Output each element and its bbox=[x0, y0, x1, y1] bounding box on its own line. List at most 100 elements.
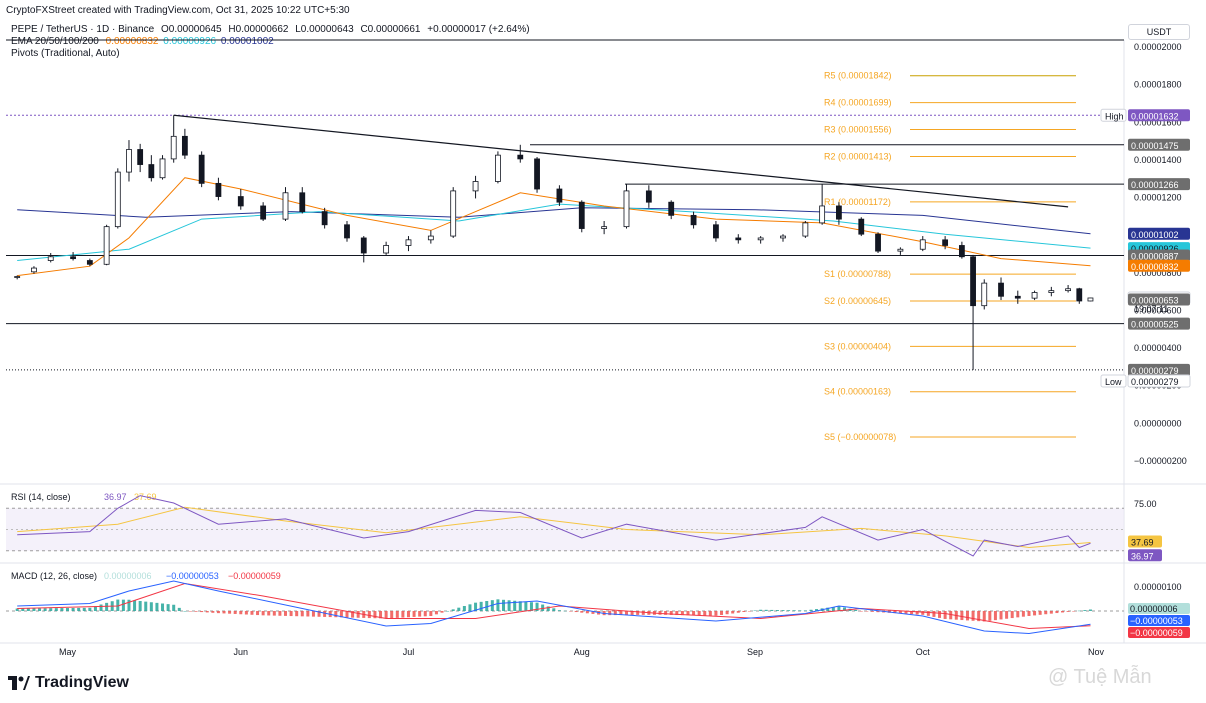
macd-histogram-bar bbox=[669, 611, 673, 615]
macd-histogram-bar bbox=[166, 604, 170, 611]
macd-histogram-bar bbox=[585, 611, 589, 614]
candle-body bbox=[47, 256, 54, 261]
macd-histogram-bar bbox=[261, 611, 265, 616]
macd-histogram-bar bbox=[636, 611, 640, 615]
candle-body bbox=[181, 135, 188, 156]
macd-histogram-bar bbox=[731, 611, 735, 614]
macd-histogram-bar bbox=[351, 611, 355, 618]
macd-histogram-bar bbox=[54, 608, 58, 611]
macd-histogram-bar bbox=[965, 611, 969, 621]
pivot-label: S5 (−0.00000078) bbox=[824, 432, 896, 442]
macd-histogram-bar bbox=[993, 611, 997, 621]
macd-histogram-bar bbox=[1033, 611, 1037, 616]
macd-label-text: 0.00000006 bbox=[1130, 604, 1178, 614]
candle-body bbox=[819, 205, 826, 224]
macd-histogram-bar bbox=[216, 611, 220, 614]
candle-body bbox=[215, 182, 222, 197]
macd-histogram-bar bbox=[49, 608, 53, 611]
macd-hist-value: 0.00000006 bbox=[104, 571, 152, 581]
macd-histogram-bar bbox=[910, 611, 914, 615]
price-label-text: 0.00001266 bbox=[1131, 180, 1179, 190]
candle-body bbox=[942, 239, 949, 246]
macd-histogram-bar bbox=[870, 611, 874, 612]
macd-histogram-bar bbox=[703, 611, 707, 616]
macd-histogram-bar bbox=[65, 608, 69, 611]
price-tick-label: 0.00001800 bbox=[1134, 80, 1182, 90]
candle-body bbox=[981, 282, 988, 307]
macd-histogram-bar bbox=[144, 601, 148, 611]
macd-histogram-bar bbox=[798, 610, 802, 611]
macd-histogram-bar bbox=[938, 611, 942, 618]
candle-body bbox=[970, 256, 976, 307]
macd-histogram-bar bbox=[1005, 611, 1009, 619]
pivot-label: S4 (0.00000163) bbox=[824, 387, 891, 397]
symbol-line: PEPE / TetherUS · 1D · Binance bbox=[11, 24, 155, 35]
macd-histogram-bar bbox=[1016, 611, 1020, 618]
macd-histogram-bar bbox=[988, 611, 992, 621]
candle-body bbox=[713, 224, 719, 239]
macd-label-box bbox=[1128, 615, 1190, 626]
macd-histogram-bar bbox=[831, 606, 835, 611]
macd-histogram-bar bbox=[926, 611, 930, 616]
price-label-text: 0.00001632 bbox=[1131, 111, 1179, 121]
macd-histogram-bar bbox=[390, 611, 394, 619]
candle-body bbox=[405, 239, 412, 246]
macd-histogram-bar bbox=[518, 601, 522, 611]
macd-histogram-bar bbox=[843, 607, 846, 611]
macd-line bbox=[17, 580, 1091, 635]
watermark-text: @ Tuệ Mẫn bbox=[1048, 666, 1152, 688]
macd-histogram-bar bbox=[239, 611, 243, 615]
price-label-text: 0.00001002 bbox=[1131, 230, 1179, 240]
price-label-text: 0.00000525 bbox=[1131, 320, 1179, 330]
macd-histogram-bar bbox=[423, 611, 427, 617]
ema20-value: 0.00000832 bbox=[105, 36, 159, 47]
price-tick-label: 0.00001600 bbox=[1134, 117, 1182, 127]
macd-histogram-bar bbox=[43, 608, 47, 611]
symbol-legend: PEPE / TetherUS · 1D · Binance O0.000006… bbox=[11, 24, 534, 35]
macd-histogram-bar bbox=[222, 611, 226, 614]
macd-histogram-bar bbox=[502, 599, 506, 611]
ohlc-low: L0.00000643 bbox=[295, 24, 354, 35]
macd-histogram-bar bbox=[384, 611, 388, 619]
macd-histogram-bar bbox=[826, 607, 830, 611]
macd-histogram-bar bbox=[1027, 611, 1031, 616]
macd-histogram-bar bbox=[507, 600, 511, 611]
countdown-label: 19:07:11 bbox=[1134, 304, 1168, 314]
candle-body bbox=[137, 149, 144, 165]
macd-histogram-bar bbox=[60, 608, 64, 611]
attribution-text: CryptoFXStreet created with TradingView.… bbox=[6, 5, 350, 16]
macd-histogram-bar bbox=[971, 611, 975, 621]
rsi-ma-label-box bbox=[1128, 535, 1162, 548]
candle-body bbox=[645, 190, 652, 203]
candle-body bbox=[1014, 295, 1021, 299]
price-label-box bbox=[1128, 259, 1190, 272]
candle-body bbox=[668, 201, 675, 216]
candle-body bbox=[735, 237, 742, 241]
candle-body bbox=[1087, 297, 1094, 302]
tradingview-brand[interactable]: TradingView bbox=[8, 674, 129, 692]
macd-histogram-bar bbox=[524, 601, 528, 611]
macd-histogram-bar bbox=[775, 610, 779, 611]
candle-body bbox=[858, 218, 865, 235]
x-axis-label: Jun bbox=[234, 647, 249, 657]
macd-histogram-bar bbox=[759, 609, 763, 611]
macd-histogram-bar bbox=[406, 611, 410, 618]
currency-unit[interactable]: USDT bbox=[1128, 24, 1190, 40]
ema100-value: 0.00001002 bbox=[220, 36, 274, 47]
candle-body bbox=[472, 181, 479, 192]
candle-body bbox=[159, 158, 166, 179]
candle-body bbox=[958, 245, 965, 258]
macd-histogram-bar bbox=[630, 611, 634, 615]
macd-histogram-bar bbox=[675, 611, 679, 616]
x-axis-label: Sep bbox=[747, 647, 763, 657]
candle-body bbox=[875, 233, 881, 252]
macd-histogram-bar bbox=[317, 611, 321, 617]
macd-signal-line bbox=[17, 582, 1091, 630]
candle-body bbox=[495, 154, 501, 182]
candle-body bbox=[14, 276, 21, 278]
candle-body bbox=[1065, 288, 1071, 292]
macd-histogram-bar bbox=[580, 611, 584, 613]
descending-trendline bbox=[173, 114, 1069, 208]
candle-body bbox=[802, 222, 809, 237]
